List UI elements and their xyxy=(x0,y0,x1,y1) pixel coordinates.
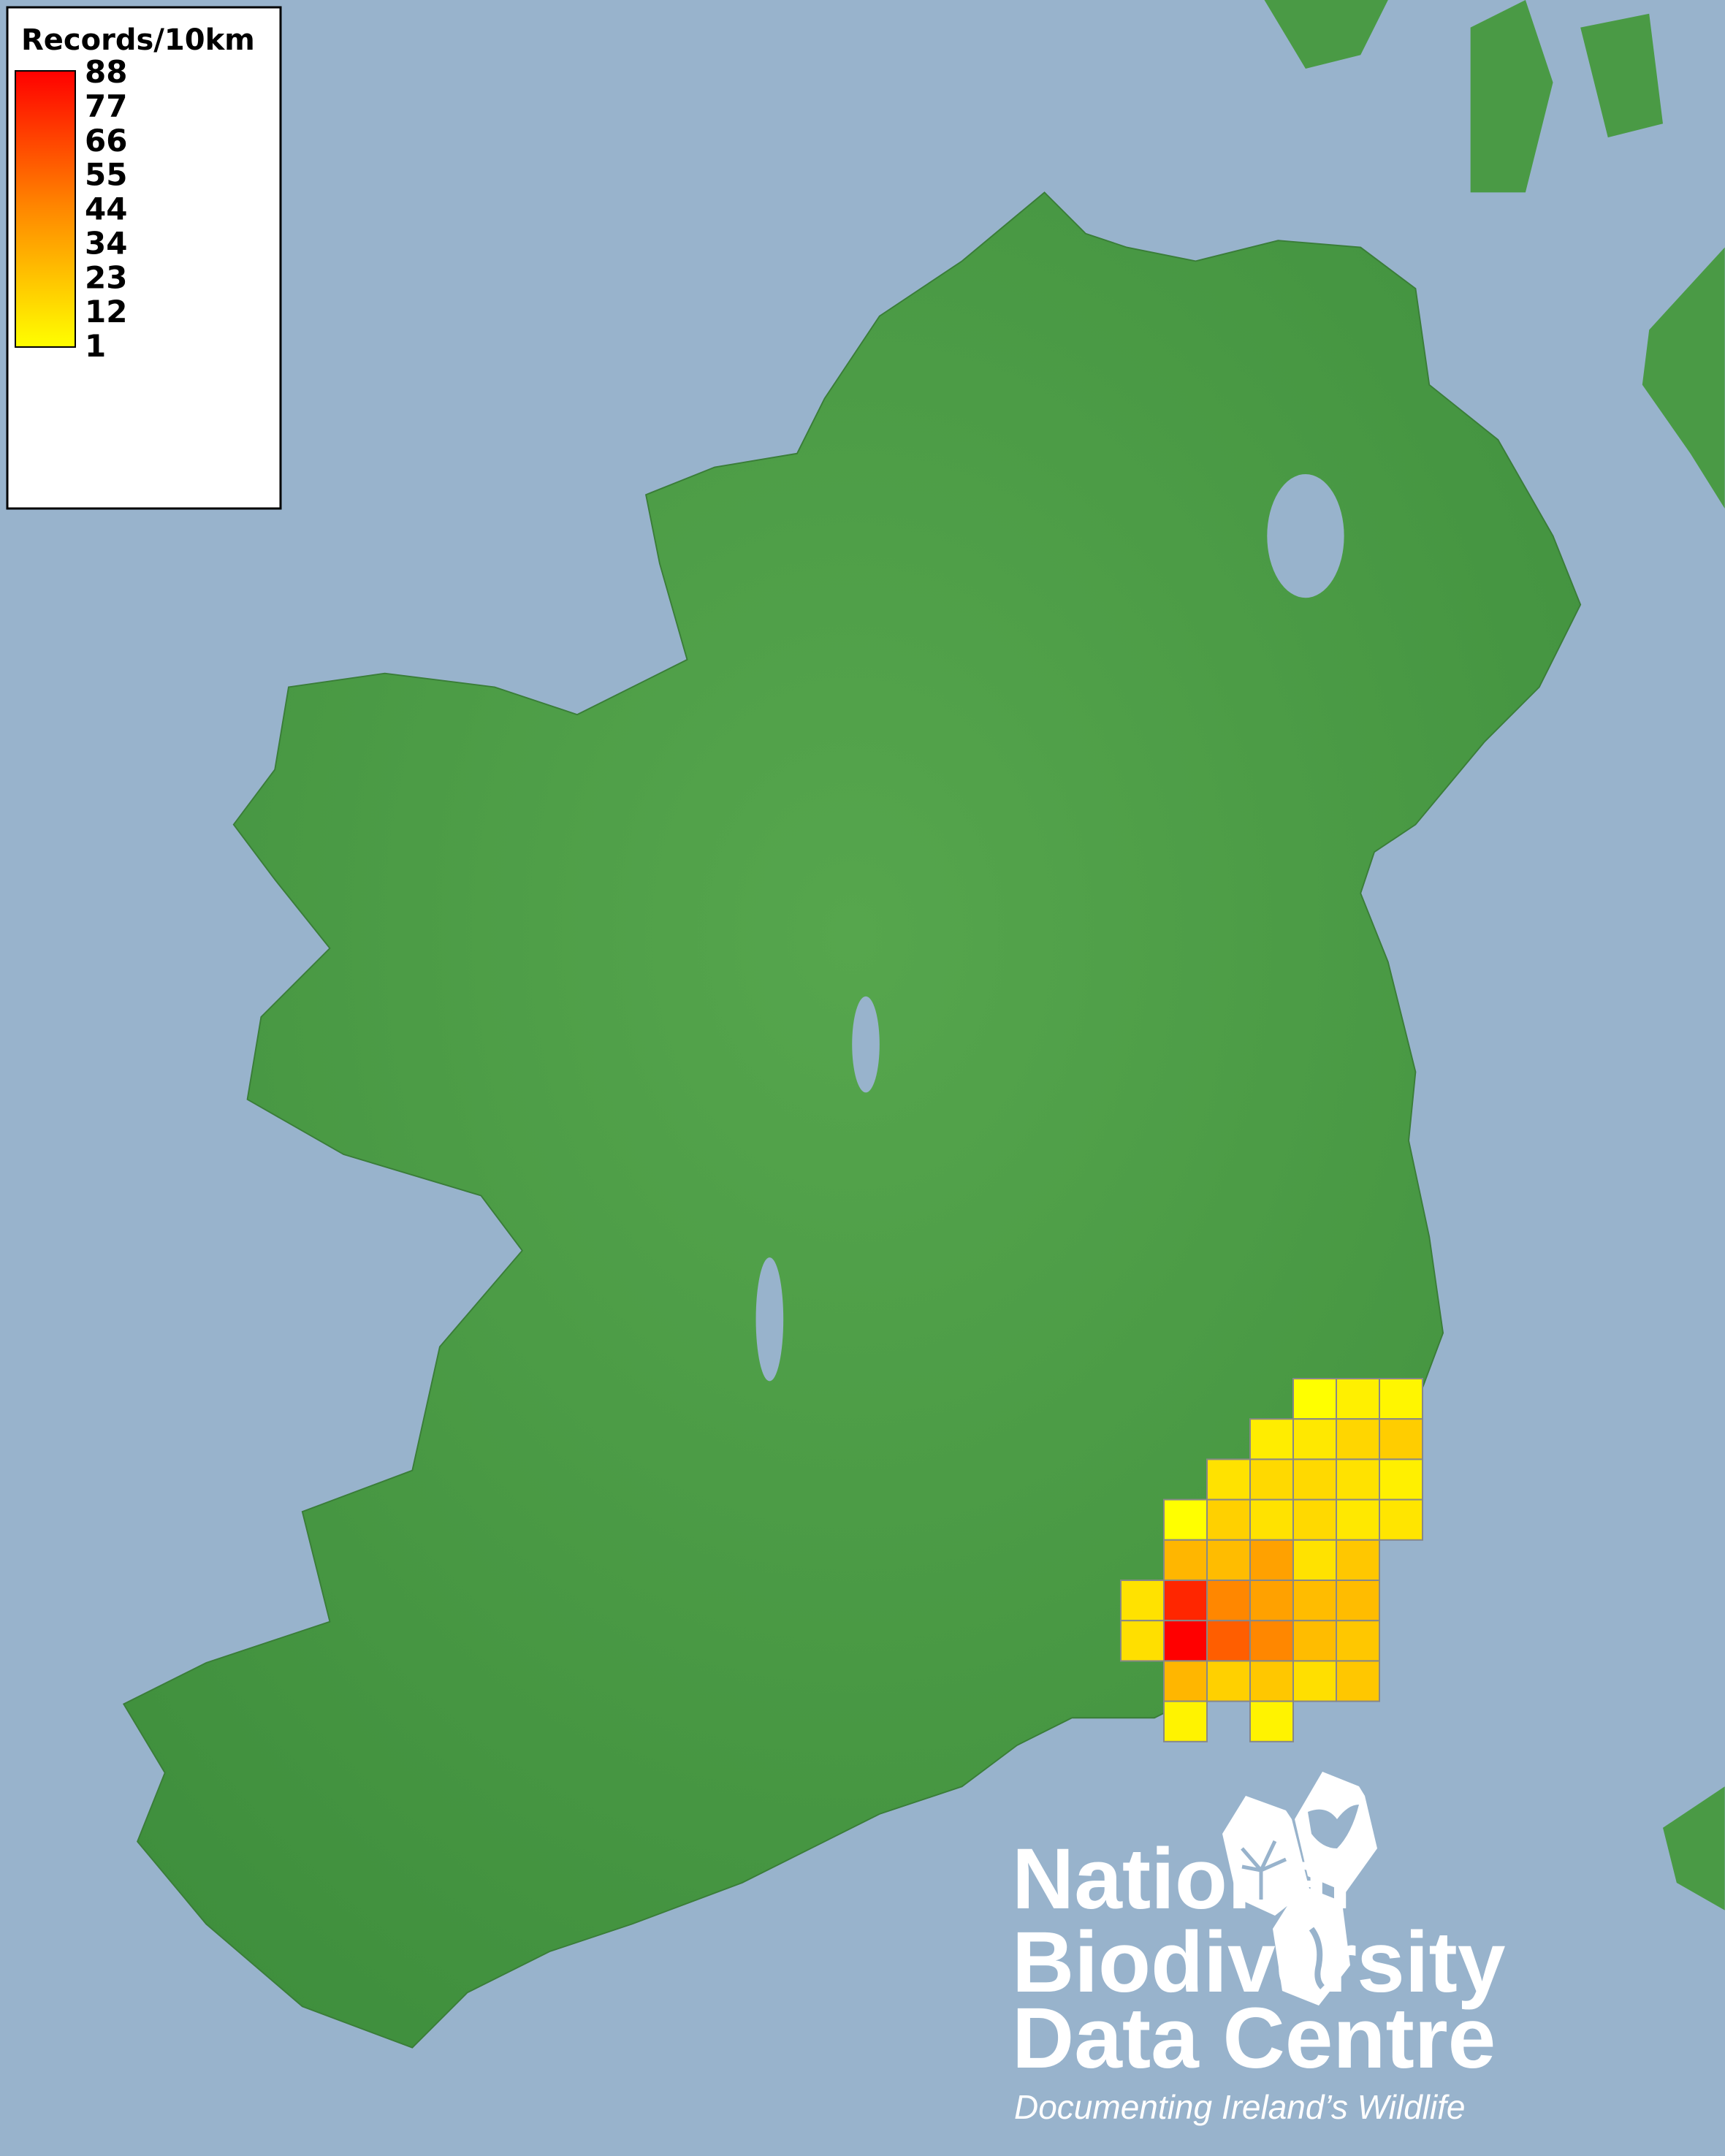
legend-colorbar xyxy=(15,70,76,348)
grid-cell xyxy=(1336,1580,1380,1622)
legend-tick-label: 23 xyxy=(85,259,127,295)
grid-cell xyxy=(1163,1660,1208,1702)
grid-cell xyxy=(1249,1700,1294,1742)
seahorse-icon xyxy=(1273,1885,1350,2005)
legend-tick-label: 44 xyxy=(85,191,127,227)
grid-cell xyxy=(1249,1498,1294,1541)
logo-tagline: Documenting Ireland’s Wildlife xyxy=(1014,2088,1465,2126)
grid-cell xyxy=(1336,1539,1380,1582)
grid-cell xyxy=(1292,1539,1337,1582)
grid-cell xyxy=(1206,1580,1251,1622)
grid-cell xyxy=(1292,1580,1337,1622)
legend-tick-label: 34 xyxy=(85,225,127,261)
grid-cell xyxy=(1206,1660,1251,1702)
legend-tick-label: 12 xyxy=(85,294,127,330)
lough-derg xyxy=(755,1257,784,1382)
grid-cell xyxy=(1292,1418,1337,1460)
butterfly-icon xyxy=(1295,1772,1377,1892)
grid-cell xyxy=(1292,1660,1337,1702)
logo-line-2: Biodiversity xyxy=(1012,1914,1505,2011)
logo-line-3: Data Centre xyxy=(1012,1990,1496,2087)
legend-tick-label: 88 xyxy=(85,54,127,90)
grid-cell xyxy=(1249,1458,1294,1501)
grid-cell xyxy=(1206,1458,1251,1501)
grid-cell xyxy=(1249,1580,1294,1622)
grid-cell xyxy=(1163,1700,1208,1742)
scotland-landmass xyxy=(1264,0,1725,508)
grid-cell xyxy=(1120,1580,1165,1622)
grid-cell xyxy=(1336,1458,1380,1501)
lough-neagh xyxy=(1267,473,1344,598)
grid-cell xyxy=(1163,1620,1208,1662)
grid-cell xyxy=(1292,1498,1337,1541)
grid-cell xyxy=(1249,1620,1294,1662)
records-grid xyxy=(1120,1378,1423,1742)
grid-cell xyxy=(1120,1620,1165,1662)
legend-tick-label: 55 xyxy=(85,157,127,193)
grid-cell xyxy=(1336,1660,1380,1702)
grid-cell xyxy=(1336,1498,1380,1541)
grid-cell xyxy=(1249,1539,1294,1582)
wales-landmass xyxy=(1663,1786,1725,1911)
grid-cell xyxy=(1206,1620,1251,1662)
grid-cell xyxy=(1163,1498,1208,1541)
grid-cell xyxy=(1163,1580,1208,1622)
grid-cell xyxy=(1379,1378,1423,1420)
legend-tick-label: 77 xyxy=(85,88,127,124)
grid-cell xyxy=(1292,1378,1337,1420)
grid-cell xyxy=(1292,1458,1337,1501)
legend-tick-label: 1 xyxy=(85,328,106,364)
lough-ree xyxy=(852,996,880,1093)
grid-cell xyxy=(1206,1539,1251,1582)
grid-cell xyxy=(1206,1498,1251,1541)
grid-cell xyxy=(1379,1498,1423,1541)
grid-cell xyxy=(1336,1418,1380,1460)
grid-cell xyxy=(1379,1458,1423,1501)
grid-cell xyxy=(1336,1378,1380,1420)
tree-icon xyxy=(1222,1796,1309,1916)
grid-cell xyxy=(1379,1418,1423,1460)
nbdc-logo: National Biodiversity Data Centre Docume… xyxy=(1012,1772,1505,2126)
grid-cell xyxy=(1336,1620,1380,1662)
legend-title: Records/10km xyxy=(21,23,255,57)
grid-cell xyxy=(1249,1418,1294,1460)
grid-cell xyxy=(1292,1620,1337,1662)
grid-cell xyxy=(1163,1539,1208,1582)
grid-cell xyxy=(1249,1660,1294,1702)
legend-tick-label: 66 xyxy=(85,123,127,159)
